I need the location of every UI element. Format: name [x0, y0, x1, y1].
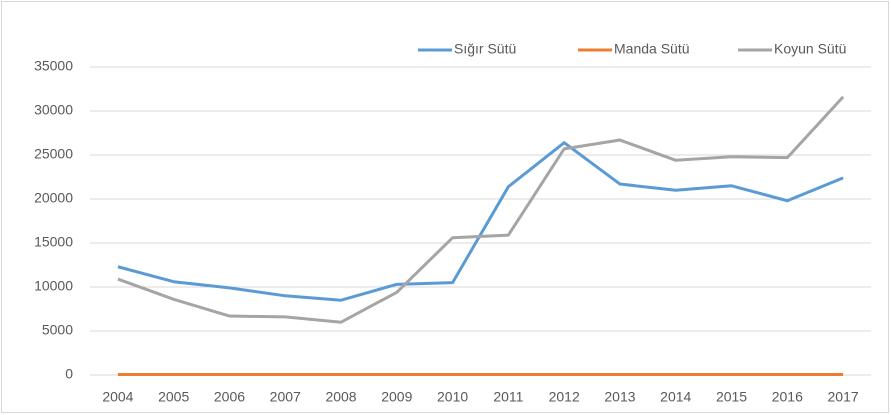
legend-label: Manda Sütü: [614, 41, 690, 57]
x-tick-label: 2015: [716, 389, 747, 405]
y-tick-label: 5000: [42, 322, 73, 338]
x-tick-label: 2007: [270, 389, 301, 405]
y-tick-label: 35000: [34, 58, 73, 74]
x-tick-label: 2006: [214, 389, 245, 405]
x-tick-label: 2005: [158, 389, 189, 405]
x-tick-label: 2012: [549, 389, 580, 405]
x-tick-label: 2017: [828, 389, 859, 405]
x-tick-label: 2014: [660, 389, 691, 405]
x-tick-label: 2009: [381, 389, 412, 405]
y-tick-label: 0: [65, 366, 73, 382]
legend-label: Sığır Sütü: [454, 41, 516, 57]
y-tick-label: 25000: [34, 146, 73, 162]
series-line: [117, 141, 844, 302]
x-tick-label: 2013: [604, 389, 635, 405]
y-tick-label: 10000: [34, 278, 73, 294]
series-line: [117, 95, 845, 324]
legend-label: Koyun Sütü: [774, 41, 846, 57]
x-tick-label: 2004: [102, 389, 133, 405]
x-tick-label: 2008: [325, 389, 356, 405]
x-tick-label: 2010: [437, 389, 468, 405]
y-tick-label: 20000: [34, 190, 73, 206]
x-tick-label: 2016: [772, 389, 803, 405]
y-tick-label: 15000: [34, 234, 73, 250]
x-tick-label: 2011: [493, 389, 523, 405]
y-tick-label: 30000: [34, 102, 73, 118]
